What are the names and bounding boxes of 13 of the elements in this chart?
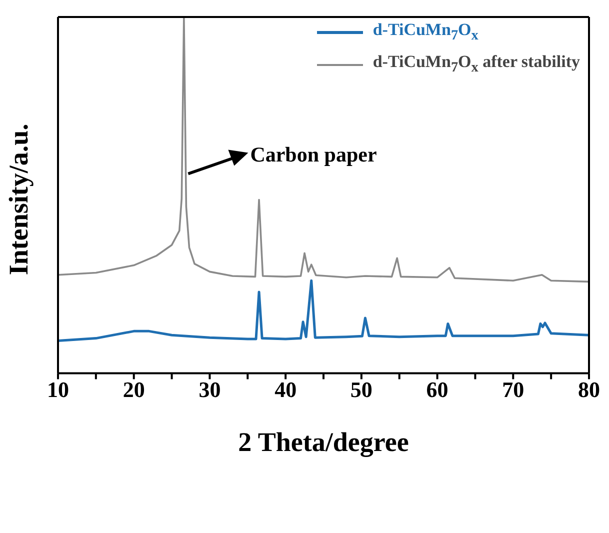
x-tick-label: 80 bbox=[578, 376, 600, 402]
y-axis-title: Intensity/a.u. bbox=[4, 124, 34, 276]
x-tick-label: 60 bbox=[426, 376, 448, 402]
x-tick-label: 50 bbox=[350, 376, 372, 402]
x-axis-title: 2 Theta/degree bbox=[238, 427, 409, 458]
legend-label: d-TiCuMn$_{7}$O$_{x}$ bbox=[372, 20, 478, 44]
x-tick-label: 20 bbox=[122, 376, 145, 402]
x-tick-label: 30 bbox=[198, 376, 221, 402]
annotation: Carbon paper bbox=[250, 142, 377, 167]
legend-label: d-TiCuMn$_{7}$O$_{x}$ after stability bbox=[372, 52, 580, 77]
x-tick-label: 10 bbox=[47, 376, 69, 402]
x-tick-label: 40 bbox=[274, 376, 297, 402]
x-tick-label: 70 bbox=[502, 376, 524, 402]
